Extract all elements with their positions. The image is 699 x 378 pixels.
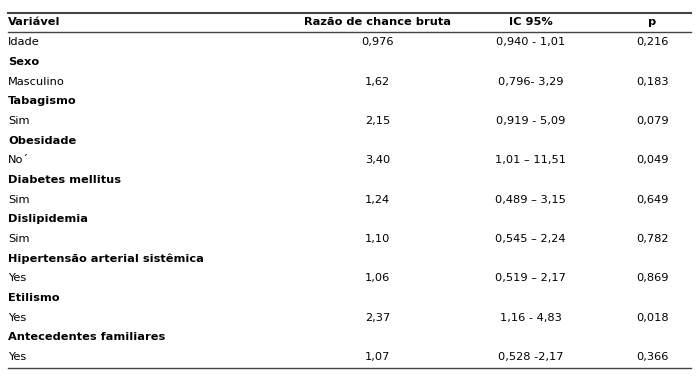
Text: Variável: Variável (8, 17, 61, 26)
Text: Hipertensão arterial sistêmica: Hipertensão arterial sistêmica (8, 253, 204, 264)
Text: Diabetes mellitus: Diabetes mellitus (8, 175, 122, 185)
Text: 0,545 – 2,24: 0,545 – 2,24 (496, 234, 565, 244)
Text: 2,37: 2,37 (365, 313, 390, 323)
Text: Yes: Yes (8, 352, 27, 362)
Text: Masculino: Masculino (8, 76, 65, 87)
Text: 0,049: 0,049 (636, 155, 669, 165)
Text: 1,16 - 4,83: 1,16 - 4,83 (500, 313, 561, 323)
Text: 1,01 – 11,51: 1,01 – 11,51 (495, 155, 566, 165)
Text: 3,40: 3,40 (365, 155, 390, 165)
Text: 0,782: 0,782 (636, 234, 669, 244)
Text: Antecedentes familiares: Antecedentes familiares (8, 332, 166, 342)
Text: p: p (648, 17, 656, 26)
Text: 0,869: 0,869 (636, 273, 669, 284)
Text: Dislipidemia: Dislipidemia (8, 214, 88, 224)
Text: Tabagismo: Tabagismo (8, 96, 77, 106)
Text: 0,940 - 1,01: 0,940 - 1,01 (496, 37, 565, 47)
Text: 0,366: 0,366 (636, 352, 668, 362)
Text: 1,24: 1,24 (365, 195, 390, 204)
Text: 0,079: 0,079 (636, 116, 669, 126)
Text: 0,528 -2,17: 0,528 -2,17 (498, 352, 563, 362)
Text: IC 95%: IC 95% (509, 17, 552, 26)
Text: 0,976: 0,976 (361, 37, 394, 47)
Text: Razão de chance bruta: Razão de chance bruta (304, 17, 451, 26)
Text: 0,519 – 2,17: 0,519 – 2,17 (495, 273, 566, 284)
Text: 1,06: 1,06 (365, 273, 390, 284)
Text: 1,07: 1,07 (365, 352, 390, 362)
Text: 0,919 - 5,09: 0,919 - 5,09 (496, 116, 565, 126)
Text: Sim: Sim (8, 234, 30, 244)
Text: 0,649: 0,649 (636, 195, 668, 204)
Text: Obesidade: Obesidade (8, 136, 77, 146)
Text: Sexo: Sexo (8, 57, 39, 67)
Text: 0,489 – 3,15: 0,489 – 3,15 (495, 195, 566, 204)
Text: 0,796- 3,29: 0,796- 3,29 (498, 76, 563, 87)
Text: 2,15: 2,15 (365, 116, 390, 126)
Text: 0,018: 0,018 (636, 313, 669, 323)
Text: Etilismo: Etilismo (8, 293, 60, 303)
Text: 1,10: 1,10 (365, 234, 390, 244)
Text: Yes: Yes (8, 313, 27, 323)
Text: 1,62: 1,62 (365, 76, 390, 87)
Text: Yes: Yes (8, 273, 27, 284)
Text: No´: No´ (8, 155, 29, 165)
Text: Idade: Idade (8, 37, 40, 47)
Text: Sim: Sim (8, 116, 30, 126)
Text: 0,183: 0,183 (636, 76, 669, 87)
Text: Sim: Sim (8, 195, 30, 204)
Text: 0,216: 0,216 (636, 37, 668, 47)
